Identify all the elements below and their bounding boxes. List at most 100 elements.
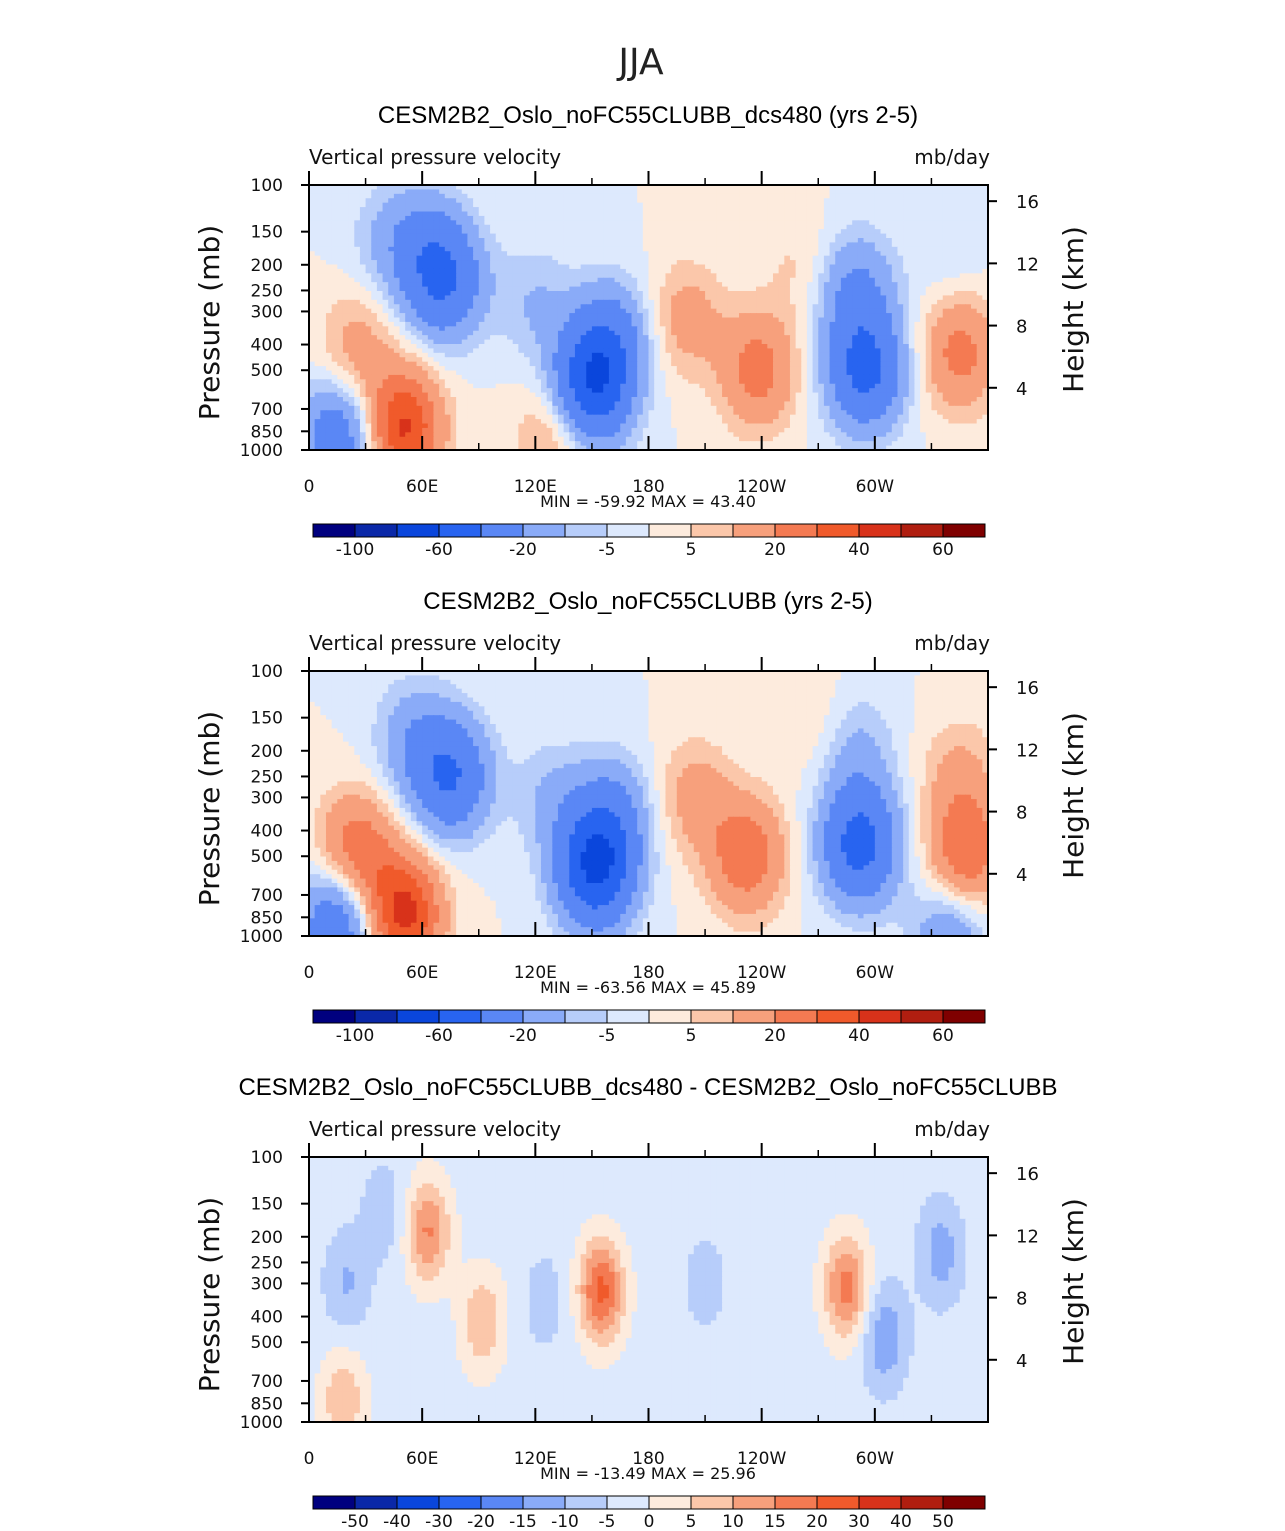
- contour-cell: [433, 326, 440, 332]
- contour-cell: [371, 317, 378, 323]
- contour-cell: [614, 202, 621, 208]
- contour-cell: [789, 220, 797, 226]
- contour-cell: [427, 295, 435, 301]
- contour-cell: [789, 185, 797, 191]
- contour-cell: [484, 229, 491, 235]
- contour-cell: [309, 224, 316, 230]
- contour-cell: [925, 335, 933, 341]
- contour-cell: [625, 352, 633, 358]
- contour-cell: [835, 233, 842, 239]
- contour-cell: [818, 299, 825, 305]
- contour-cell: [880, 198, 887, 204]
- contour-cell: [705, 273, 712, 279]
- contour-cell: [563, 282, 570, 288]
- contour-cell: [823, 277, 831, 283]
- contour-cell: [569, 317, 576, 323]
- contour-cell: [772, 185, 780, 191]
- contour-cell: [354, 282, 361, 288]
- contour-cell: [693, 357, 701, 363]
- contour-cell: [733, 202, 740, 208]
- contour-cell: [439, 233, 446, 239]
- contour-cell: [767, 308, 774, 314]
- contour-cell: [818, 357, 825, 363]
- contour-cell: [739, 295, 746, 301]
- contour-cell: [495, 185, 502, 191]
- contour-cell: [880, 339, 887, 345]
- contour-cell: [767, 207, 774, 213]
- contour-cell: [637, 264, 644, 270]
- contour-cell: [563, 198, 570, 204]
- contour-cell: [365, 326, 372, 332]
- contour-cell: [467, 326, 474, 332]
- contour-cell: [880, 304, 887, 310]
- contour-cell: [920, 189, 927, 195]
- contour-cell: [416, 233, 423, 239]
- contour-cell: [710, 260, 717, 266]
- contour-cell: [908, 273, 916, 279]
- contour-cell: [727, 348, 734, 354]
- contour-cell: [756, 189, 763, 195]
- contour-cell: [354, 304, 361, 310]
- contour-cell: [874, 299, 882, 305]
- contour-cell: [473, 366, 480, 372]
- contour-cell: [733, 304, 740, 310]
- contour-cell: [931, 198, 938, 204]
- contour-cell: [535, 242, 542, 248]
- contour-cell: [744, 268, 751, 274]
- contour-cell: [535, 198, 542, 204]
- contour-cell: [591, 198, 599, 204]
- contour-cell: [540, 211, 548, 217]
- contour-cell: [580, 286, 587, 292]
- contour-cell: [659, 242, 667, 248]
- contour-cell: [925, 260, 933, 266]
- contour-cell: [795, 299, 802, 305]
- contour-cell: [546, 286, 553, 292]
- contour-cell: [874, 207, 882, 213]
- contour-cell: [399, 233, 406, 239]
- contour-cell: [688, 344, 695, 350]
- contour-cell: [461, 299, 469, 305]
- contour-cell: [778, 335, 785, 341]
- contour-cell: [795, 189, 802, 195]
- contour-cell: [608, 189, 616, 195]
- contour-cell: [886, 277, 893, 283]
- contour-cell: [925, 321, 933, 327]
- contour-cell: [512, 304, 519, 310]
- contour-cell: [376, 260, 384, 266]
- contour-cell: [976, 185, 983, 191]
- contour-cell: [920, 224, 927, 230]
- contour-cell: [376, 229, 384, 235]
- contour-cell: [433, 361, 440, 367]
- contour-cell: [473, 233, 480, 239]
- contour-cell: [444, 193, 452, 199]
- contour-cell: [665, 242, 672, 248]
- contour-cell: [625, 264, 633, 270]
- contour-cell: [495, 202, 502, 208]
- contour-cell: [727, 255, 734, 261]
- contour-cell: [382, 357, 389, 363]
- contour-cell: [688, 308, 695, 314]
- contour-cell: [557, 291, 565, 297]
- contour-cell: [959, 202, 966, 208]
- contour-cell: [948, 220, 955, 226]
- contour-cell: [959, 282, 966, 288]
- contour-cell: [886, 207, 893, 213]
- contour-cell: [976, 330, 983, 336]
- contour-cell: [393, 277, 401, 283]
- contour-cell: [580, 326, 587, 332]
- contour-cell: [490, 242, 497, 248]
- contour-cell: [642, 330, 650, 336]
- contour-cell: [535, 361, 542, 367]
- contour-cell: [410, 189, 418, 195]
- contour-cell: [948, 233, 955, 239]
- contour-cell: [439, 215, 446, 221]
- contour-cell: [744, 238, 751, 244]
- contour-cell: [314, 339, 321, 345]
- contour-cell: [954, 339, 961, 345]
- contour-cell: [501, 344, 508, 350]
- contour-cell: [625, 291, 633, 297]
- contour-cell: [693, 352, 701, 358]
- contour-cell: [874, 198, 882, 204]
- contour-cell: [654, 220, 661, 226]
- contour-cell: [597, 304, 604, 310]
